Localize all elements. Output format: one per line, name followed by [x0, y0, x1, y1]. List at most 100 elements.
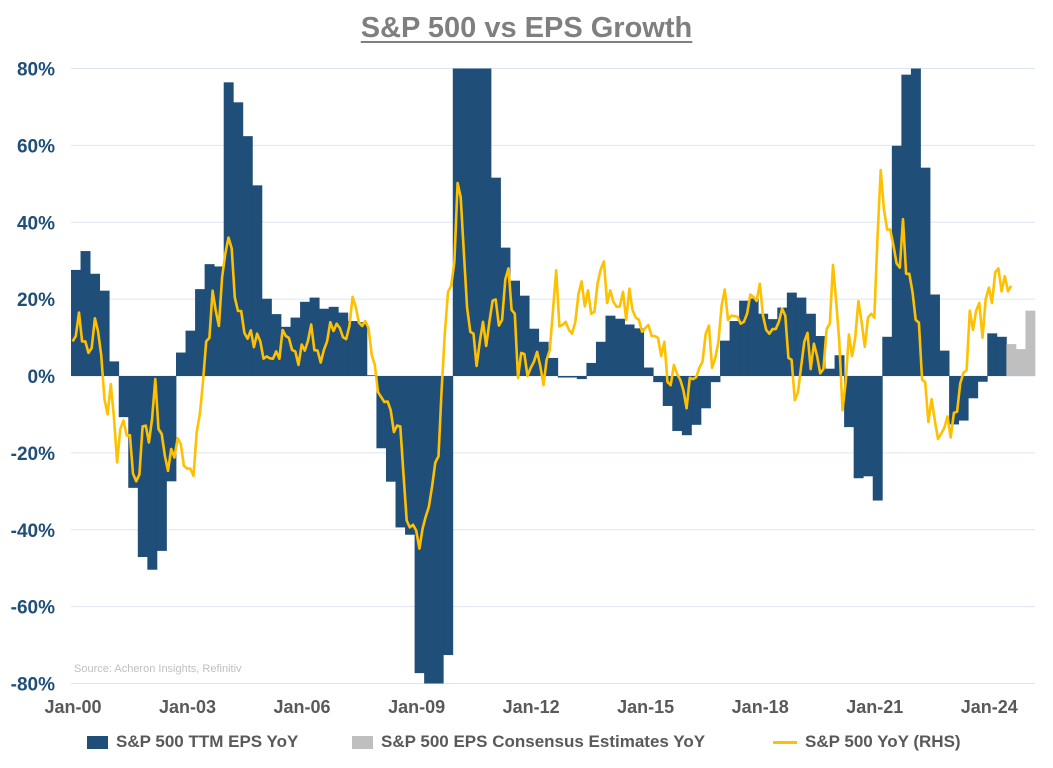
- y-tick-label: 0%: [28, 367, 56, 388]
- bar-eps-ttm: [586, 362, 597, 376]
- bar-eps-ttm: [223, 82, 234, 377]
- legend-item-sp500-yoy: S&P 500 YoY (RHS): [773, 731, 961, 753]
- y-tick-label: 40%: [17, 213, 55, 234]
- bar-eps-ttm: [672, 376, 683, 431]
- bar-eps-ttm: [910, 68, 921, 376]
- y-tick-label: 60%: [17, 136, 55, 157]
- bar-eps-ttm: [825, 368, 835, 376]
- bar-eps-ttm: [634, 328, 645, 376]
- bar-eps-ttm: [519, 295, 530, 376]
- bar-eps-ttm: [290, 317, 301, 376]
- x-tick-label: Jan-24: [961, 697, 1018, 717]
- bar-eps-ttm: [529, 328, 540, 376]
- bar-eps-ttm: [901, 74, 912, 377]
- bar-eps-ttm: [710, 376, 721, 383]
- bar-eps-ttm: [691, 376, 702, 425]
- bar-eps-ttm: [481, 68, 492, 376]
- bar-eps-ttm: [71, 269, 81, 376]
- bar-eps-ttm: [700, 376, 711, 409]
- bar-eps-ttm: [118, 376, 129, 418]
- bar-eps-ttm: [261, 298, 272, 376]
- bar-eps-ttm: [443, 376, 454, 656]
- bar-eps-ttm: [977, 376, 988, 382]
- legend-label-eps-estimates: S&P 500 EPS Consensus Estimates YoY: [381, 732, 706, 751]
- legend-swatch-sp500-yoy: [773, 740, 797, 744]
- bar-eps-ttm: [872, 376, 883, 501]
- bar-eps-ttm: [805, 313, 816, 376]
- bar-eps-ttm: [309, 297, 320, 376]
- bar-eps-ttm: [786, 292, 797, 376]
- x-tick-label: Jan-03: [159, 697, 216, 717]
- bar-eps-ttm: [395, 376, 406, 528]
- x-tick-label: Jan-21: [846, 697, 903, 717]
- source-note: Source: Acheron Insights, Refinitiv: [74, 663, 242, 675]
- bar-eps-ttm: [968, 376, 979, 399]
- bar-series: [71, 68, 1036, 684]
- bar-eps-ttm: [357, 322, 368, 376]
- x-tick-label: Jan-15: [617, 697, 674, 717]
- x-axis-tick-labels: Jan-00 Jan-03 Jan-06 Jan-09 Jan-12 Jan-15 Jan-…: [44, 697, 1017, 717]
- bar-eps-ttm: [844, 376, 855, 428]
- bar-eps-ttm: [385, 376, 396, 482]
- bar-eps-ttm: [863, 376, 874, 477]
- bar-eps-ttm: [271, 314, 282, 376]
- bar-eps-ttm: [338, 312, 349, 376]
- bar-eps-ttm: [615, 318, 625, 376]
- bar-eps-ttm: [471, 68, 482, 376]
- bar-eps-ttm: [80, 251, 91, 376]
- bar-eps-ttm: [175, 352, 186, 376]
- bar-eps-estimate: [1015, 349, 1026, 376]
- bar-eps-ttm: [252, 185, 263, 376]
- x-tick-label: Jan-06: [274, 697, 331, 717]
- bar-eps-ttm: [815, 336, 826, 376]
- bar-eps-ttm: [567, 376, 578, 378]
- bar-eps-ttm: [319, 308, 330, 376]
- bar-eps-ttm: [605, 315, 616, 376]
- bar-eps-ttm: [662, 376, 673, 406]
- bar-eps-ttm: [930, 294, 940, 376]
- bar-eps-ttm: [949, 376, 960, 425]
- bar-eps-ttm: [433, 376, 444, 684]
- bar-eps-ttm: [405, 376, 416, 535]
- bar-eps-ttm: [137, 376, 148, 558]
- bar-eps-ttm: [452, 68, 463, 376]
- x-tick-label: Jan-09: [388, 697, 445, 717]
- x-tick-label: Jan-00: [44, 697, 101, 717]
- bar-eps-ttm: [462, 68, 473, 376]
- bar-eps-ttm: [328, 306, 339, 376]
- bar-eps-ttm: [347, 321, 358, 376]
- bar-eps-ttm: [853, 376, 864, 479]
- bar-eps-ttm: [500, 247, 511, 376]
- line-sp500-yoy: [71, 168, 1013, 550]
- legend-swatch-eps-ttm: [87, 735, 108, 749]
- bar-eps-ttm: [548, 357, 559, 376]
- bar-eps-ttm: [156, 376, 167, 551]
- bar-eps-ttm: [185, 330, 196, 376]
- bar-eps-ttm: [366, 375, 377, 376]
- bar-eps-ttm: [624, 324, 635, 376]
- y-tick-label: -20%: [11, 444, 55, 465]
- bar-eps-ttm: [166, 376, 177, 482]
- bar-eps-ttm: [490, 177, 501, 376]
- bar-eps-ttm: [242, 136, 253, 376]
- bar-eps-ttm: [233, 102, 244, 376]
- y-tick-label: -80%: [11, 675, 55, 696]
- y-tick-label: -40%: [11, 521, 55, 542]
- bar-eps-ttm: [538, 341, 549, 376]
- bar-eps-ttm: [653, 376, 664, 383]
- legend-label-sp500-yoy: S&P 500 YoY (RHS): [805, 732, 961, 751]
- bar-eps-estimate: [1025, 310, 1036, 376]
- bar-eps-ttm: [729, 321, 740, 376]
- bar-eps-ttm: [643, 367, 654, 376]
- bar-eps-ttm: [109, 361, 120, 376]
- bar-eps-ttm: [128, 376, 139, 488]
- legend: S&P 500 TTM EPS YoY S&P 500 EPS Consensu…: [0, 731, 1053, 753]
- bar-eps-ttm: [939, 350, 950, 376]
- bar-eps-ttm: [424, 376, 435, 684]
- bar-eps-ttm: [576, 376, 587, 380]
- y-tick-label: -60%: [11, 598, 55, 619]
- legend-item-eps-estimates: S&P 500 EPS Consensus Estimates YoY: [352, 731, 705, 753]
- bar-eps-ttm: [777, 307, 788, 376]
- x-tick-label: Jan-12: [503, 697, 560, 717]
